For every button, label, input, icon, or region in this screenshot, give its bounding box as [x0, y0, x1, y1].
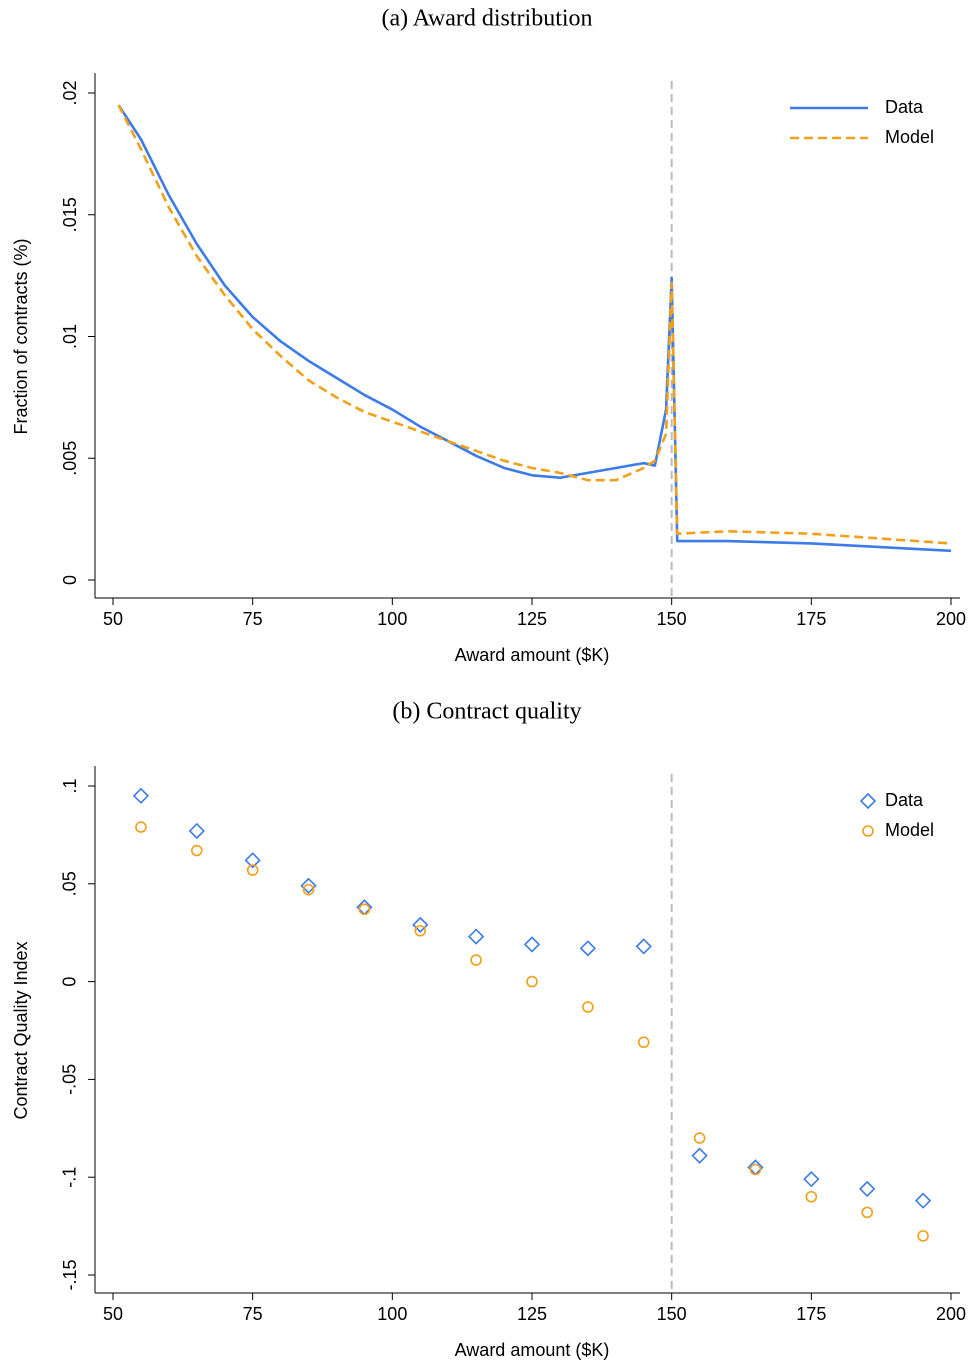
x-tick-label: 75: [243, 1304, 263, 1324]
point: [246, 864, 259, 876]
point: [244, 852, 261, 869]
point: [859, 1180, 876, 1198]
chart-title: (a) Award distribution: [381, 6, 592, 32]
legend-label: Data: [885, 97, 924, 117]
legend-label: Data: [885, 790, 924, 810]
x-tick-label: 200: [936, 609, 966, 629]
point: [468, 928, 485, 945]
x-tick-label: 75: [243, 609, 263, 629]
point: [132, 787, 150, 804]
point: [805, 1190, 818, 1203]
point: [412, 916, 429, 934]
x-tick-label: 150: [657, 609, 687, 629]
point: [135, 821, 147, 833]
point: [749, 1163, 762, 1176]
chart-title: (b) Contract quality: [392, 699, 581, 725]
legend-swatch: [859, 792, 877, 810]
x-tick-label: 150: [657, 1304, 687, 1324]
point: [470, 954, 482, 966]
point: [861, 1206, 874, 1219]
y-tick-label: 0: [60, 575, 80, 585]
point: [300, 877, 317, 894]
point: [914, 1192, 932, 1209]
x-tick-label: 125: [517, 1304, 547, 1324]
data-line: [117, 104, 952, 553]
point: [579, 940, 596, 957]
x-tick-label: 175: [796, 609, 826, 629]
x-tick-label: 100: [377, 1304, 407, 1324]
y-tick-label: .02: [60, 80, 80, 105]
x-tick-label: 50: [103, 609, 123, 629]
y-tick-label: .01: [60, 324, 80, 349]
legend-label: Model: [885, 127, 934, 147]
point: [637, 1036, 650, 1049]
point: [693, 1132, 706, 1144]
x-tick-label: 125: [517, 609, 547, 629]
data-line: [117, 104, 952, 545]
y-tick-label: -.05: [60, 1064, 80, 1095]
y-tick-label: .05: [60, 871, 80, 896]
point: [691, 1147, 708, 1164]
x-axis-title: Award amount ($K): [455, 645, 610, 665]
x-tick-label: 175: [796, 1304, 826, 1324]
point: [302, 883, 315, 896]
point: [803, 1171, 820, 1188]
point: [526, 975, 538, 988]
x-tick-label: 100: [377, 609, 407, 629]
point: [523, 936, 541, 953]
y-tick-label: 0: [60, 977, 80, 987]
point: [414, 924, 427, 937]
y-tick-label: .1: [60, 778, 80, 793]
y-tick-label: -.1: [60, 1167, 80, 1188]
legend-swatch: [862, 825, 874, 837]
point: [582, 1001, 594, 1013]
point: [191, 844, 203, 857]
point: [917, 1230, 929, 1242]
point: [358, 903, 371, 916]
legend-label: Model: [885, 820, 934, 840]
x-tick-label: 50: [103, 1304, 123, 1324]
point: [188, 822, 205, 840]
y-tick-label: -.15: [60, 1259, 80, 1290]
point: [635, 938, 652, 955]
y-axis-title: Fraction of contracts (%): [11, 238, 31, 434]
x-axis-title: Award amount ($K): [455, 1340, 610, 1360]
y-tick-label: .005: [60, 441, 80, 476]
y-axis-title: Contract Quality Index: [11, 941, 31, 1119]
x-tick-label: 200: [936, 1304, 966, 1324]
y-tick-label: .015: [60, 197, 80, 232]
